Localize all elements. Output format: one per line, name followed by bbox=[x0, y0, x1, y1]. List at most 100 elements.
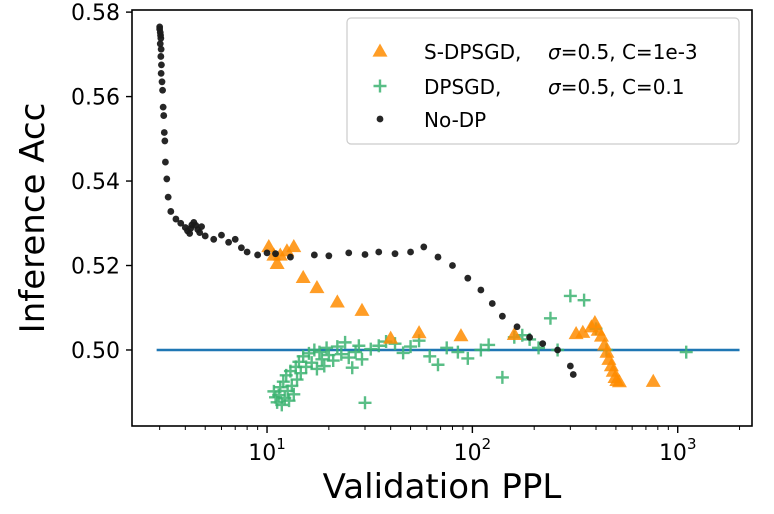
data-point bbox=[334, 347, 348, 361]
data-point bbox=[160, 112, 168, 119]
data-point bbox=[159, 103, 167, 111]
data-point bbox=[254, 251, 262, 259]
data-point bbox=[498, 312, 506, 320]
data-point bbox=[338, 335, 352, 349]
data-point bbox=[440, 341, 454, 355]
data-point bbox=[526, 333, 534, 341]
data-point bbox=[361, 251, 369, 258]
data-point bbox=[679, 345, 693, 359]
data-point bbox=[218, 231, 225, 239]
legend-box bbox=[346, 17, 740, 145]
data-point bbox=[157, 34, 165, 42]
data-point bbox=[287, 253, 294, 261]
data-point bbox=[396, 346, 410, 360]
y-tick-label: 0.56 bbox=[71, 86, 120, 111]
series-s-dpsgd bbox=[261, 239, 661, 388]
data-point bbox=[276, 375, 290, 389]
data-point bbox=[186, 230, 194, 237]
data-point bbox=[275, 398, 289, 412]
data-point bbox=[287, 387, 301, 401]
data-point bbox=[156, 40, 164, 48]
data-point bbox=[286, 239, 302, 253]
legend-params: σ=0.5, C=1e-3 bbox=[548, 40, 698, 64]
data-point bbox=[431, 358, 445, 372]
data-point bbox=[201, 232, 209, 240]
data-point bbox=[160, 129, 168, 136]
data-point bbox=[243, 248, 251, 256]
data-point bbox=[434, 253, 442, 261]
data-point bbox=[163, 175, 171, 183]
data-point bbox=[159, 86, 166, 94]
data-point bbox=[566, 362, 574, 370]
plot-frame bbox=[131, 9, 753, 427]
legend-params: σ=0.5, C=0.1 bbox=[548, 75, 685, 99]
data-point bbox=[309, 279, 325, 294]
data-point bbox=[272, 388, 286, 402]
legend: S-DPSGD, σ=0.5, C=1e-3 DPSGD, σ=0.5, C=0.1… bbox=[346, 17, 740, 145]
data-point bbox=[279, 243, 295, 257]
data-point bbox=[543, 311, 557, 325]
data-point bbox=[411, 325, 427, 339]
data-point bbox=[325, 252, 333, 260]
data-point bbox=[391, 250, 399, 258]
legend-marker bbox=[376, 115, 384, 123]
data-point bbox=[495, 370, 509, 384]
data-point bbox=[196, 229, 204, 236]
x-axis-title: Validation PPL bbox=[323, 467, 562, 507]
y-tick-label: 0.50 bbox=[71, 339, 120, 364]
data-point bbox=[295, 269, 311, 283]
data-point bbox=[453, 328, 469, 342]
data-point bbox=[329, 294, 345, 308]
data-point bbox=[225, 238, 233, 246]
data-point bbox=[312, 345, 326, 359]
data-point bbox=[364, 342, 378, 356]
legend-marker bbox=[373, 79, 387, 93]
data-point bbox=[575, 324, 591, 338]
series-no-dp bbox=[156, 23, 577, 378]
data-point bbox=[352, 339, 366, 353]
data-point bbox=[269, 255, 285, 270]
data-point bbox=[326, 354, 340, 368]
data-point bbox=[231, 235, 239, 243]
data-point bbox=[599, 344, 615, 358]
data-point bbox=[420, 243, 428, 251]
data-point bbox=[320, 341, 334, 355]
x-tick-label: 102 bbox=[454, 435, 492, 466]
data-point bbox=[355, 352, 369, 366]
data-point bbox=[263, 249, 271, 257]
data-point bbox=[345, 249, 353, 257]
data-point bbox=[161, 137, 169, 145]
data-point bbox=[593, 328, 609, 342]
data-point bbox=[158, 61, 165, 69]
data-point bbox=[157, 53, 165, 60]
x-tick-label: 103 bbox=[659, 435, 697, 466]
legend-label: DPSGD, bbox=[424, 75, 501, 99]
data-point bbox=[157, 45, 165, 53]
data-point bbox=[407, 248, 414, 256]
data-point bbox=[645, 373, 661, 387]
data-point bbox=[482, 338, 496, 352]
legend-label: S-DPSGD, bbox=[424, 40, 521, 64]
data-point bbox=[330, 340, 344, 354]
data-point bbox=[237, 244, 245, 252]
data-point bbox=[345, 361, 359, 375]
data-point bbox=[272, 250, 279, 258]
data-point bbox=[554, 346, 561, 354]
data-point bbox=[477, 286, 485, 294]
data-point bbox=[198, 223, 205, 231]
data-point bbox=[488, 300, 496, 307]
data-point bbox=[172, 215, 180, 223]
data-point bbox=[354, 302, 370, 316]
data-point bbox=[342, 351, 356, 365]
data-point bbox=[296, 349, 310, 363]
data-point bbox=[513, 323, 521, 331]
y-tick-label: 0.54 bbox=[71, 170, 120, 195]
data-point bbox=[358, 396, 372, 410]
data-point bbox=[569, 371, 577, 378]
data-point bbox=[310, 251, 318, 259]
data-point bbox=[261, 239, 277, 253]
data-point bbox=[563, 289, 577, 303]
data-point bbox=[157, 69, 165, 77]
legend-marker bbox=[372, 43, 388, 57]
